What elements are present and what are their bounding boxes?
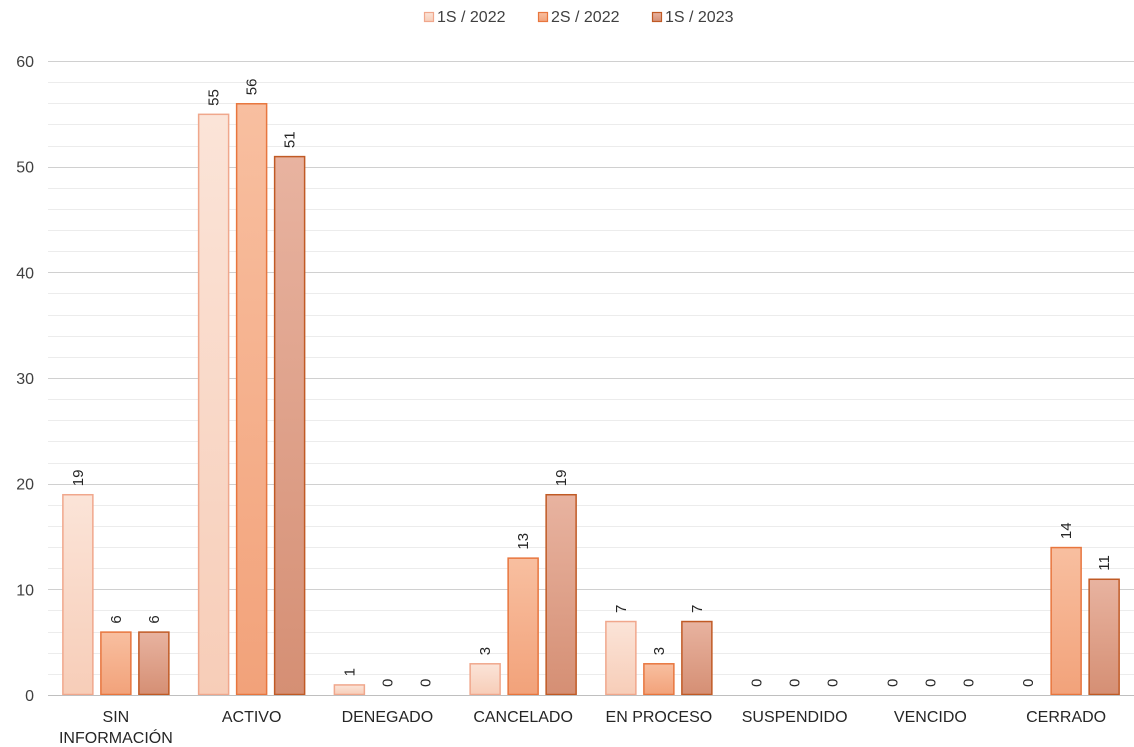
data-label: 56	[244, 79, 261, 96]
data-label: 0	[960, 679, 977, 687]
category-label: CANCELADO	[473, 709, 573, 726]
data-label: 1	[341, 668, 358, 676]
data-label: 6	[146, 615, 163, 623]
bar	[62, 493, 94, 696]
legend-swatch	[537, 11, 549, 23]
bar	[1050, 546, 1082, 696]
legend-swatch	[423, 11, 435, 23]
legend-item: 1S / 2023	[651, 9, 734, 26]
data-labels: 19 6 6 55 56 51 1 0 0 3 13 19 7 3 7 0 0 0 0 0 0 0 14 11	[70, 79, 1113, 687]
data-label: 51	[282, 131, 299, 148]
category-label: EN PROCESO	[606, 709, 713, 726]
category-label: VENCIDO	[894, 709, 967, 726]
category-label: SUSPENDIDO	[742, 709, 848, 726]
bar	[138, 631, 170, 696]
bar	[469, 663, 501, 696]
legend-label: 2S / 2022	[551, 9, 620, 26]
category-label: ACTIVO	[222, 709, 282, 726]
data-label: 7	[613, 605, 630, 613]
legend: 1S / 2022 2S / 2022 1S / 2023	[423, 9, 734, 26]
data-label: 13	[515, 533, 532, 550]
y-axis-ticks: 0 10 20 30 40 50 60	[16, 54, 34, 705]
data-label: 0	[825, 679, 842, 687]
data-label: 19	[70, 470, 87, 487]
category-label: SIN INFORMACIÓN	[59, 709, 173, 747]
bar	[197, 113, 230, 696]
bar	[100, 631, 132, 696]
bar	[681, 620, 713, 696]
bar	[545, 493, 577, 696]
data-label: 0	[379, 679, 396, 687]
y-tick-label: 40	[16, 265, 34, 282]
data-label: 0	[417, 679, 434, 687]
data-label: 0	[922, 679, 939, 687]
data-label: 14	[1058, 522, 1075, 539]
y-tick-label: 60	[16, 54, 34, 71]
legend-label: 1S / 2023	[665, 9, 734, 26]
data-label: 19	[553, 470, 570, 487]
data-label: 0	[1020, 679, 1037, 687]
bar	[235, 103, 268, 696]
data-label: 55	[206, 89, 223, 106]
data-label: 3	[651, 647, 668, 655]
legend-item: 2S / 2022	[537, 9, 620, 26]
y-tick-label: 0	[25, 688, 34, 705]
bar	[1088, 578, 1120, 696]
data-label: 0	[749, 679, 766, 687]
y-tick-label: 10	[16, 582, 34, 599]
y-tick-label: 50	[16, 160, 34, 177]
legend-label: 1S / 2022	[437, 9, 506, 26]
data-label: 11	[1096, 555, 1113, 571]
y-tick-label: 20	[16, 477, 34, 494]
bars	[62, 103, 1120, 696]
data-label: 3	[477, 647, 494, 655]
bar	[333, 684, 366, 696]
bar	[507, 557, 539, 696]
data-label: 6	[108, 615, 125, 623]
bar	[643, 663, 675, 696]
legend-item: 1S / 2022	[423, 9, 506, 26]
category-label: CERRADO	[1026, 709, 1106, 726]
x-axis-categories: SIN INFORMACIÓN ACTIVO DENEGADO CANCELADO EN …	[59, 709, 1106, 747]
bar	[605, 620, 637, 696]
y-tick-label: 30	[16, 371, 34, 388]
data-label: 0	[884, 679, 901, 687]
data-label: 0	[787, 679, 804, 687]
bar	[273, 155, 306, 696]
legend-swatch	[651, 11, 663, 23]
category-label: DENEGADO	[342, 709, 434, 726]
data-label: 7	[689, 605, 706, 613]
